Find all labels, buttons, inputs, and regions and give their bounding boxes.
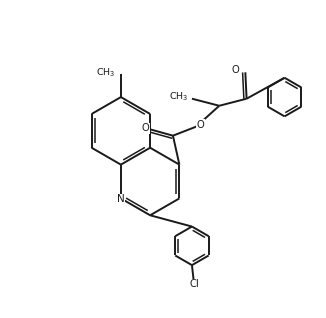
Text: O: O [231,66,239,75]
Text: Cl: Cl [190,280,200,289]
Text: N: N [117,194,125,204]
Text: CH$_3$: CH$_3$ [169,91,189,103]
Text: O: O [197,120,204,130]
Text: CH$_3$: CH$_3$ [96,66,115,79]
Text: O: O [141,123,149,133]
